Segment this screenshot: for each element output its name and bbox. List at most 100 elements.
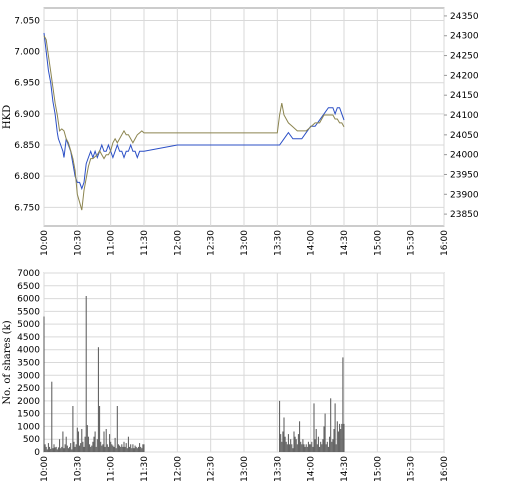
volume-bar xyxy=(50,448,52,452)
volume-bar xyxy=(127,436,129,452)
volume-bar xyxy=(89,444,91,452)
price-x-tick-label: 10:30 xyxy=(73,230,83,256)
volume-y-axis-title: No. of shares (k) xyxy=(2,320,13,404)
volume-bar xyxy=(106,444,108,452)
volume-x-tick-label: 12:30 xyxy=(207,456,217,482)
volume-bar xyxy=(279,400,281,452)
volume-bar xyxy=(74,446,76,452)
volume-bar xyxy=(336,421,338,452)
price-right-tick-label: 24050 xyxy=(450,131,479,141)
price-x-tick-label: 11:30 xyxy=(140,230,150,256)
volume-bar xyxy=(322,439,324,452)
price-right-tick-label: 24300 xyxy=(450,32,479,42)
volume-bar xyxy=(87,436,89,452)
volume-bar xyxy=(44,444,46,452)
volume-bar xyxy=(306,446,308,452)
volume-bar xyxy=(136,448,138,452)
price-x-tick-label: 15:00 xyxy=(373,230,383,256)
volume-bar xyxy=(113,446,115,452)
volume-bar xyxy=(77,431,79,452)
volume-bar xyxy=(92,441,94,452)
volume-bar xyxy=(57,447,59,452)
volume-bar xyxy=(281,441,283,452)
volume-bar xyxy=(307,441,309,452)
volume-bar xyxy=(320,441,322,452)
volume-y-tick-label: 5000 xyxy=(17,320,40,330)
volume-bar xyxy=(56,449,58,452)
volume-y-tick-label: 500 xyxy=(23,435,40,445)
volume-bar xyxy=(117,444,119,452)
volume-x-tick-label: 16:00 xyxy=(440,456,450,482)
volume-bar xyxy=(104,446,106,452)
volume-bar xyxy=(59,439,61,452)
volume-bar xyxy=(121,444,123,452)
volume-bar xyxy=(286,444,288,452)
price-right-tick-label: 24150 xyxy=(450,91,479,101)
volume-bar xyxy=(131,448,133,452)
volume-bar xyxy=(61,446,63,452)
volume-bar xyxy=(114,437,116,452)
volume-bar xyxy=(107,446,109,452)
price-left-tick-label: 6.900 xyxy=(14,110,40,120)
volume-y-tick-label: 6000 xyxy=(17,295,40,305)
volume-bar xyxy=(327,446,329,452)
volume-bar xyxy=(316,444,318,452)
volume-bar xyxy=(85,296,87,452)
volume-bar xyxy=(331,441,333,452)
volume-bar xyxy=(49,446,51,452)
volume-bar xyxy=(319,446,321,452)
price-right-tick-label: 24100 xyxy=(450,111,479,121)
volume-y-tick-label: 3000 xyxy=(17,371,40,381)
volume-bar xyxy=(330,398,332,452)
volume-bar xyxy=(82,441,84,452)
volume-bar xyxy=(65,436,67,452)
volume-bar xyxy=(323,426,325,452)
price-x-tick-label: 12:00 xyxy=(173,230,183,256)
volume-bar xyxy=(54,447,56,452)
volume-bar xyxy=(291,444,293,452)
volume-bar xyxy=(313,403,315,452)
volume-bar xyxy=(140,446,142,452)
volume-bar xyxy=(294,436,296,452)
index-line xyxy=(43,35,345,211)
volume-bar xyxy=(124,446,126,452)
volume-bar xyxy=(335,444,337,452)
volume-bar xyxy=(100,441,102,452)
volume-x-tick-label: 12:00 xyxy=(173,456,183,482)
volume-bar xyxy=(296,444,298,452)
volume-bar xyxy=(47,443,49,452)
price-x-tick-label: 13:00 xyxy=(240,230,250,256)
volume-bar xyxy=(134,445,136,452)
volume-bar xyxy=(324,413,326,452)
volume-bar xyxy=(293,431,295,452)
price-right-tick-label: 24000 xyxy=(450,151,479,161)
volume-bar xyxy=(119,445,121,452)
volume-bar xyxy=(297,434,299,452)
volume-bar xyxy=(139,443,141,452)
volume-bar xyxy=(315,429,317,452)
volume-y-tick-label: 0 xyxy=(34,448,40,458)
volume-bar xyxy=(71,449,73,452)
volume-bar xyxy=(69,446,71,452)
volume-y-tick-label: 6500 xyxy=(17,282,40,292)
volume-y-tick-label: 5500 xyxy=(17,307,40,317)
price-y-axis-title: HKD xyxy=(2,105,13,129)
price-right-tick-label: 23950 xyxy=(450,170,479,180)
volume-x-tick-label: 15:00 xyxy=(373,456,383,482)
volume-bar xyxy=(142,444,144,452)
volume-bar xyxy=(45,446,47,452)
volume-bar xyxy=(290,439,292,452)
volume-bar xyxy=(53,444,55,452)
volume-y-tick-label: 7000 xyxy=(17,269,40,279)
price-x-tick-label: 11:00 xyxy=(107,230,117,256)
price-left-tick-label: 7.000 xyxy=(14,48,40,58)
price-x-tick-label: 14:00 xyxy=(307,230,317,256)
volume-bar xyxy=(115,448,117,452)
volume-bar xyxy=(282,431,284,452)
volume-bar xyxy=(311,441,313,452)
volume-y-tick-label: 2500 xyxy=(17,384,40,394)
volume-bar xyxy=(116,406,118,452)
volume-bar xyxy=(283,417,285,452)
volume-bar xyxy=(94,431,96,452)
price-x-tick-label: 16:00 xyxy=(440,230,450,256)
